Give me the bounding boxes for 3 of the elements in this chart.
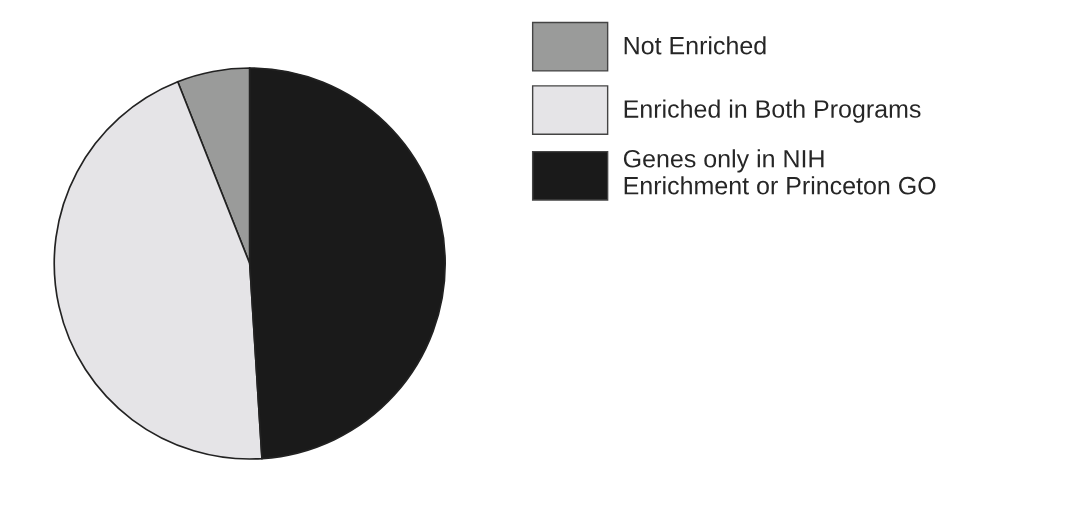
legend-label: Enriched in Both Programs: [624, 99, 921, 123]
legend-label: Genes only in NIH Enrichment or Princeton GO: [623, 149, 936, 195]
legend-label: Not Enriched: [624, 36, 766, 55]
